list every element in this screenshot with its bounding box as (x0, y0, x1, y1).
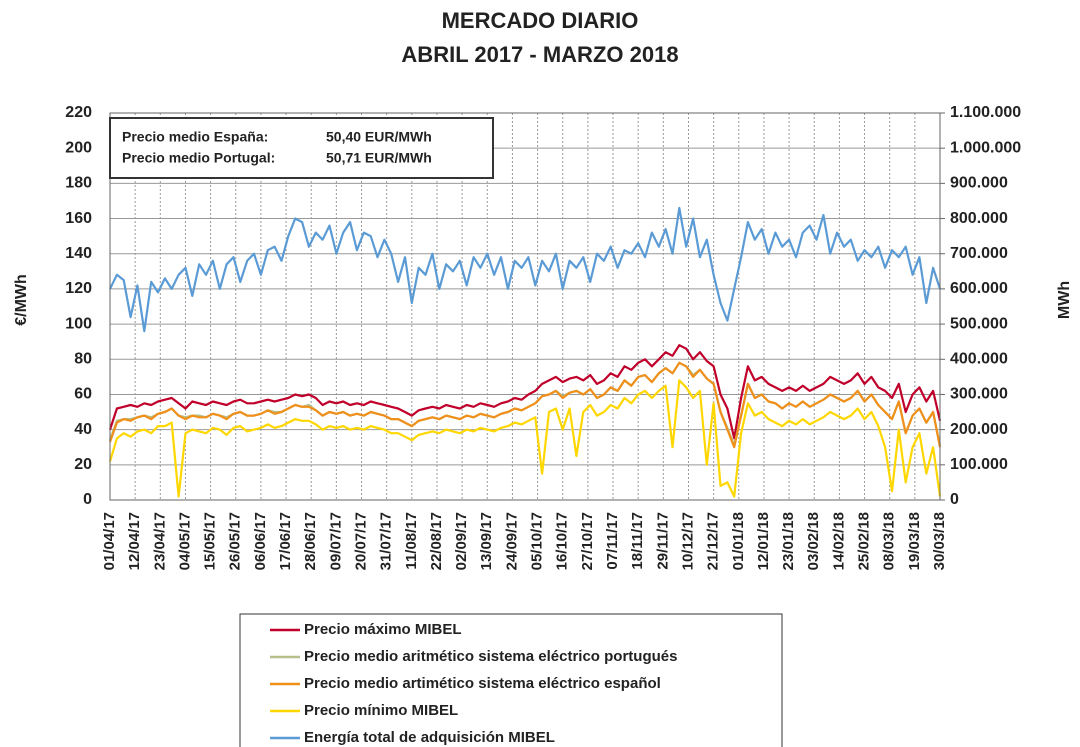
info-box (109, 117, 494, 179)
series-line (108, 379, 942, 498)
chart-subtitle: ABRIL 2017 - MARZO 2018 (401, 42, 678, 67)
x-tick-label: 14/02/18 (830, 512, 847, 570)
y-tick-label: 140 (65, 245, 92, 262)
info-value: 50,71 EUR/MWh (326, 150, 432, 166)
x-tick-label: 05/10/17 (529, 512, 546, 570)
y-tick-label: 100 (65, 315, 92, 332)
x-tick-label: 21/12/17 (705, 512, 722, 570)
x-tick-label: 02/09/17 (453, 512, 470, 570)
x-tick-label: 13/09/17 (478, 512, 495, 570)
legend-label: Precio medio artimético sistema eléctric… (304, 675, 661, 692)
x-tick-label: 30/03/18 (931, 512, 948, 570)
y2-axis-label: MWh (1056, 281, 1073, 319)
y2-tick-label: 500.000 (950, 315, 1008, 332)
y2-tick-label: 900.000 (950, 175, 1008, 192)
x-tick-label: 01/01/18 (730, 512, 747, 570)
x-tick-label: 09/07/17 (327, 512, 344, 570)
x-tick-label: 16/10/17 (554, 512, 571, 570)
x-tick-label: 28/06/17 (302, 512, 319, 570)
chart-title: MERCADO DIARIO (442, 8, 639, 33)
x-tick-label: 25/02/18 (856, 512, 873, 570)
y-tick-label: 160 (65, 210, 92, 227)
x-tick-label: 29/11/17 (654, 512, 671, 570)
x-tick-label: 26/05/17 (227, 512, 244, 570)
x-tick-label: 19/03/18 (906, 512, 923, 570)
legend-label: Precio máximo MIBEL (304, 621, 462, 638)
plot-frame (109, 112, 941, 501)
y2-tick-label: 300.000 (950, 386, 1008, 403)
y-tick-label: 200 (65, 139, 92, 156)
x-tick-label: 06/06/17 (252, 512, 269, 570)
x-tick-label: 23/01/18 (780, 512, 797, 570)
y-tick-label: 120 (65, 280, 92, 297)
x-tick-label: 17/06/17 (277, 512, 294, 570)
legend-label: Energía total de adquisición MIBEL (304, 729, 555, 746)
x-tick-label: 15/05/17 (202, 512, 219, 570)
x-tick-label: 20/07/17 (352, 512, 369, 570)
x-tick-label: 04/05/17 (176, 512, 193, 570)
info-value: 50,40 EUR/MWh (326, 129, 432, 145)
y-axis-label: €/MWh (13, 274, 30, 326)
x-tick-label: 01/04/17 (101, 512, 118, 570)
y2-tick-label: 700.000 (950, 245, 1008, 262)
x-tick-label: 23/04/17 (151, 512, 168, 570)
x-tick-label: 10/12/17 (679, 512, 696, 570)
legend-label: Precio mínimo MIBEL (304, 702, 458, 719)
info-label: Precio medio Portugal: (122, 150, 275, 166)
y2-tick-label: 400.000 (950, 350, 1008, 367)
y-tick-label: 60 (74, 386, 92, 403)
series-line (109, 206, 942, 333)
legend-label: Precio medio aritmético sistema eléctric… (304, 648, 677, 665)
y-tick-label: 180 (65, 175, 92, 192)
x-tick-label: 03/02/18 (805, 512, 822, 570)
x-tick-label: 07/11/17 (604, 512, 621, 570)
y-tick-label: 40 (74, 421, 92, 438)
y2-tick-label: 1.100.000 (950, 104, 1021, 121)
x-tick-label: 22/08/17 (428, 512, 445, 570)
x-tick-label: 24/09/17 (503, 512, 520, 570)
plot-lines (108, 206, 942, 498)
y-tick-label: 220 (65, 104, 92, 121)
legend (239, 613, 783, 747)
x-tick-label: 18/11/17 (629, 512, 646, 570)
x-tick-label: 27/10/17 (579, 512, 596, 570)
y2-tick-label: 200.000 (950, 421, 1008, 438)
y-tick-label: 0 (83, 491, 92, 508)
x-tick-label: 11/08/17 (403, 512, 420, 570)
x-tick-label: 12/01/18 (755, 512, 772, 570)
y-tick-label: 20 (74, 456, 92, 473)
x-tick-label: 08/03/18 (881, 512, 898, 570)
y2-tick-label: 100.000 (950, 456, 1008, 473)
y2-tick-label: 1.000.000 (950, 139, 1021, 156)
y-tick-label: 80 (74, 350, 92, 367)
series-line (108, 344, 942, 440)
y2-tick-label: 600.000 (950, 280, 1008, 297)
legend-entries: Precio máximo MIBEL Precio medio aritméti… (270, 621, 677, 746)
x-tick-label: 12/04/17 (126, 512, 143, 570)
series-line (108, 361, 942, 449)
x-tick-label: 31/07/17 (378, 512, 395, 570)
y2-tick-label: 0 (950, 491, 959, 508)
y2-tick-label: 800.000 (950, 210, 1008, 227)
info-label: Precio medio España: (122, 129, 268, 145)
